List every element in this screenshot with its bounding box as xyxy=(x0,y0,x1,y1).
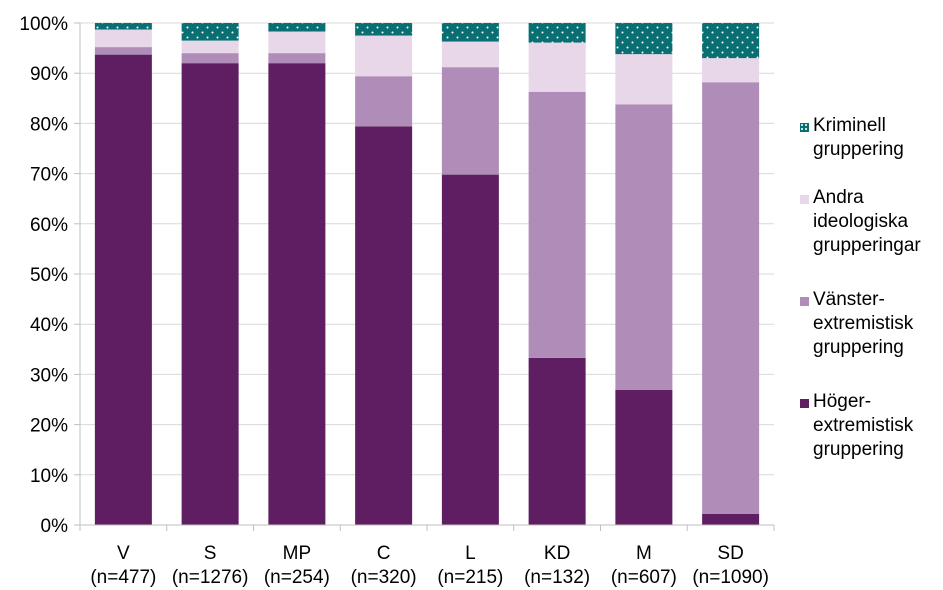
bar-segment-v-3 xyxy=(94,23,152,30)
y-tick-label: 30% xyxy=(30,365,68,386)
x-tick-count-label: (n=1090) xyxy=(692,567,769,588)
x-tick-count-label: (n=215) xyxy=(437,567,503,588)
x-tick-count-label: (n=254) xyxy=(264,567,330,588)
bar-segment-mp-3 xyxy=(268,23,326,32)
y-tick-label: 60% xyxy=(30,215,68,236)
bar-segment-s-1 xyxy=(181,53,239,64)
legend-swatch xyxy=(800,195,809,204)
y-tick-label: 40% xyxy=(30,315,68,336)
bars xyxy=(94,23,760,526)
legend: Kriminell gruppering Andra ideologiska grupp… xyxy=(800,0,943,590)
legend-swatch xyxy=(800,399,809,408)
x-tick-label: V xyxy=(117,543,130,564)
bar-segment-sd-3 xyxy=(702,23,760,59)
x-tick-count-label: (n=132) xyxy=(524,567,590,588)
x-tick-count-label: (n=607) xyxy=(611,567,677,588)
bar-segment-kd-1 xyxy=(528,91,586,358)
bar-segment-s-2 xyxy=(181,40,239,54)
legend-item: Höger-extremistisk gruppering xyxy=(800,390,943,462)
legend-label-line: Andra xyxy=(813,187,864,208)
legend-label-line: Kriminell xyxy=(813,115,886,136)
bar-segment-v-0 xyxy=(94,54,152,525)
bar-segment-m-0 xyxy=(615,389,673,525)
legend-item: Vänster-extremistisk gruppering xyxy=(800,288,943,360)
bar-segment-v-1 xyxy=(94,47,152,55)
y-tick-label: 90% xyxy=(30,64,68,85)
bar-segment-s-3 xyxy=(181,23,239,41)
x-tick-label: MP xyxy=(283,543,312,564)
x-tick-label: KD xyxy=(544,543,570,564)
y-tick-label: 0% xyxy=(41,516,69,537)
y-tick-label: 10% xyxy=(30,466,68,487)
legend-swatch xyxy=(800,123,809,132)
y-tick-label: 80% xyxy=(30,114,68,135)
legend-label-line: extremistisk xyxy=(813,415,914,436)
bar-segment-l-2 xyxy=(441,41,499,68)
bar-segment-sd-2 xyxy=(702,58,760,83)
x-tick-label: M xyxy=(636,543,652,564)
x-tick-count-label: (n=477) xyxy=(90,567,156,588)
legend-label-line: gruppering xyxy=(813,337,904,358)
bar-segment-l-3 xyxy=(441,23,499,42)
y-tick-labels: 0% 10% 20% 30% 40% 50% 60% 70% 80% 90% 100% xyxy=(19,14,68,537)
axes xyxy=(74,22,775,531)
y-tick-label: 100% xyxy=(19,14,68,35)
bar-segment-c-2 xyxy=(355,35,413,77)
bar-segment-m-1 xyxy=(615,104,673,390)
y-tick-label: 20% xyxy=(30,416,68,437)
bar-segment-kd-0 xyxy=(528,357,586,525)
legend-label: Kriminell gruppering xyxy=(813,114,943,162)
x-tick-count-label: (n=320) xyxy=(351,567,417,588)
legend-item: Kriminell gruppering xyxy=(800,114,943,162)
legend-item: Andra ideologiska grupperingar xyxy=(800,186,943,258)
bar-segment-mp-1 xyxy=(268,53,326,64)
x-tick-labels: V (n=477) S (n=1276) MP (n=254) C (n=320) L (n=21… xyxy=(90,543,769,588)
x-tick-label: S xyxy=(204,543,217,564)
bar-segment-kd-2 xyxy=(528,42,586,92)
legend-label-line: gruppering xyxy=(813,439,904,460)
legend-label-line: Höger- xyxy=(813,391,872,412)
bar-segment-c-0 xyxy=(355,126,413,526)
bar-segment-s-0 xyxy=(181,63,239,525)
bar-segment-c-1 xyxy=(355,76,413,127)
bar-segment-kd-3 xyxy=(528,23,586,43)
legend-label-line: ideologiska xyxy=(813,211,909,232)
x-tick-label: L xyxy=(465,543,476,564)
legend-label: Höger-extremistisk gruppering xyxy=(813,390,943,462)
y-tick-label: 50% xyxy=(30,265,68,286)
legend-label-line: gruppering xyxy=(813,139,904,160)
x-tick-count-label: (n=1276) xyxy=(172,567,249,588)
bar-segment-m-2 xyxy=(615,54,673,105)
bar-segment-l-1 xyxy=(441,67,499,175)
bar-segment-v-2 xyxy=(94,29,152,48)
bar-segment-sd-0 xyxy=(702,513,760,525)
legend-label: Andra ideologiska grupperingar xyxy=(813,186,943,258)
bar-segment-mp-0 xyxy=(268,63,326,525)
bar-segment-mp-2 xyxy=(268,31,326,54)
bar-segment-m-3 xyxy=(615,23,673,55)
legend-label-line: Vänster- xyxy=(813,289,885,310)
bar-segment-sd-1 xyxy=(702,82,760,514)
bar-segment-l-0 xyxy=(441,174,499,525)
y-tick-label: 70% xyxy=(30,165,68,186)
bar-segment-c-3 xyxy=(355,23,413,36)
legend-swatch xyxy=(800,297,809,306)
legend-label-line: grupperingar xyxy=(813,235,921,256)
x-tick-label: C xyxy=(377,543,391,564)
x-tick-label: SD xyxy=(717,543,743,564)
legend-label: Vänster-extremistisk gruppering xyxy=(813,288,943,360)
legend-label-line: extremistisk xyxy=(813,313,914,334)
